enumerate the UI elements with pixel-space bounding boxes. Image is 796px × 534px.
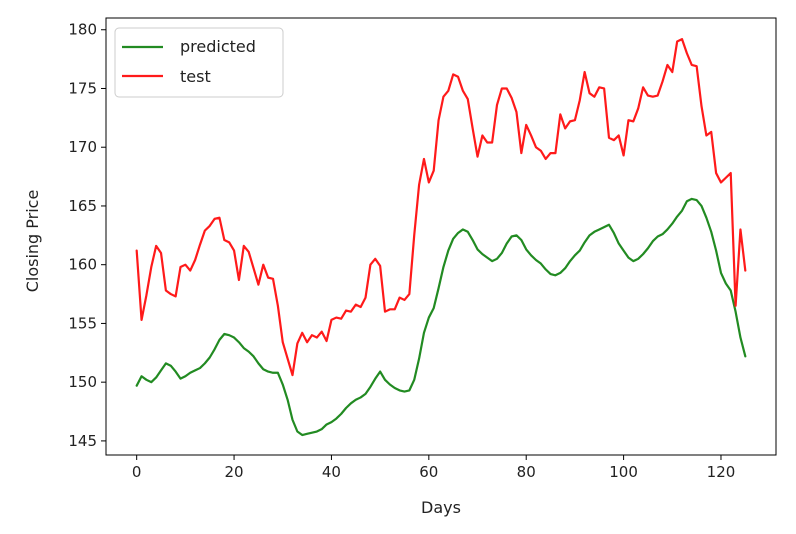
legend: predicted test [114, 27, 284, 98]
x-tick-label: 120 [707, 463, 736, 481]
y-tick-label: 145 [68, 432, 97, 450]
plot-area: 0 20 40 60 80 100 120 145 150 155 160 165 170 175 180 [68, 17, 777, 481]
y-tick-label: 155 [68, 314, 97, 332]
y-tick-label: 150 [68, 373, 97, 391]
x-tick-label: 0 [132, 463, 142, 481]
y-tick-label: 165 [68, 197, 97, 215]
legend-label-test: test [180, 67, 211, 86]
y-axis-label: Closing Price [23, 190, 42, 293]
x-tick-label: 60 [419, 463, 438, 481]
y-tick-label: 160 [68, 256, 97, 274]
x-tick-label: 100 [609, 463, 638, 481]
series-line-test [135, 38, 747, 377]
y-tick-label: 175 [68, 79, 97, 97]
y-tick-label: 180 [68, 21, 97, 39]
axes-frame [105, 17, 777, 456]
series-line-predicted [135, 197, 747, 437]
legend-label-predicted: predicted [180, 37, 256, 56]
legend-box [114, 27, 284, 98]
x-axis-label: Days [421, 498, 461, 517]
x-tick-label: 40 [322, 463, 341, 481]
x-tick-label: 20 [225, 463, 244, 481]
y-tick-label: 170 [68, 138, 97, 156]
x-tick-label: 80 [517, 463, 536, 481]
